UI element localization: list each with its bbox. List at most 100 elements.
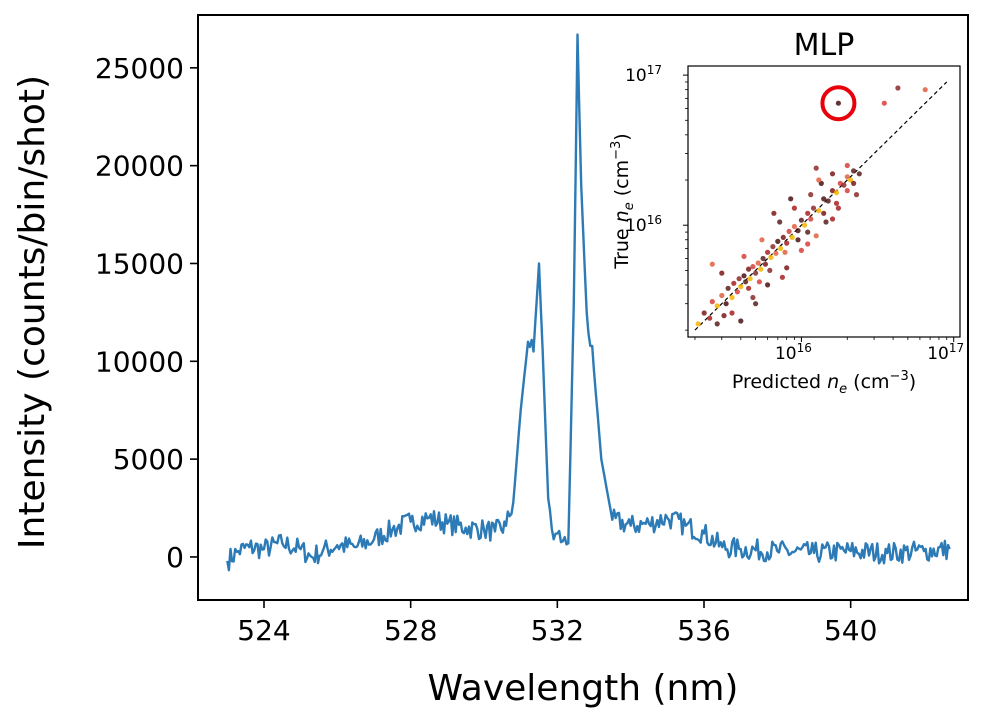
main-y-tick-label: 15000 (95, 247, 184, 280)
scatter-point (816, 208, 822, 214)
scatter-point (736, 276, 742, 282)
scatter-point (759, 237, 765, 243)
inset-y-label-unit: (cm (611, 160, 633, 202)
inset-x-label-unit-close: ) (909, 371, 916, 393)
scatter-point (734, 289, 741, 295)
scatter-point (746, 266, 752, 272)
scatter-point (714, 321, 720, 327)
scatter-point (851, 168, 857, 174)
inset-x-label-unit: (cm (847, 371, 889, 393)
scatter-point (821, 210, 827, 216)
scatter-point (729, 294, 735, 301)
scatter-point (844, 162, 850, 169)
inset-x-tick-label: 1017 (927, 341, 964, 364)
inset-x-label-n: n (827, 371, 839, 393)
scatter-point (695, 321, 701, 327)
scatter-point (719, 270, 725, 276)
scatter-point (788, 196, 794, 202)
main-x-tick-label: 540 (824, 614, 877, 647)
scatter-point (844, 188, 850, 194)
scatter-point (851, 180, 857, 186)
scatter-point (816, 177, 822, 183)
scatter-point (762, 261, 769, 267)
scatter-point (853, 192, 860, 198)
reference-line-y-equals-x (694, 81, 948, 331)
scatter-point (753, 270, 759, 276)
main-x-tick-label: 532 (531, 614, 584, 647)
scatter-point (770, 244, 776, 250)
inset-x-label-subscript: e (839, 382, 847, 397)
scatter-point (701, 310, 707, 316)
main-x-tick-label: 528 (384, 614, 437, 647)
scatter-point (791, 223, 798, 230)
scatter-point (805, 210, 811, 216)
scatter-point (795, 237, 801, 243)
scatter-point (756, 279, 763, 285)
scatter-point (750, 294, 756, 301)
inset-y-label-unit-close: ) (611, 133, 633, 140)
scatter-point (738, 318, 744, 324)
inset-y-tick-label: 1017 (625, 63, 662, 86)
scatter-point (721, 313, 727, 319)
scatter-point (760, 255, 766, 262)
inset-background (604, 30, 964, 405)
inset-x-label-exponent: −3 (890, 369, 909, 384)
scatter-point (829, 171, 836, 177)
main-plot-frame (197, 14, 969, 601)
scatter-point (765, 249, 771, 255)
scatter-point (823, 219, 829, 225)
scatter-point (847, 177, 854, 183)
scatter-point (821, 196, 827, 202)
scatter-point (723, 301, 729, 307)
scatter-point (786, 228, 792, 234)
inset-y-label-subscript: e (622, 202, 637, 210)
scatter-point (805, 229, 811, 235)
outlier-highlight-circle (820, 85, 857, 122)
scatter-point (784, 265, 790, 271)
inset-y-label-n: n (611, 210, 633, 222)
inset-title: MLP (794, 28, 855, 63)
main-y-ticks: 0 5000 10000 15000 20000 25000 (95, 52, 198, 574)
scatter-point (835, 205, 842, 211)
scatter-point (784, 240, 790, 246)
scatter-point (755, 260, 761, 266)
scatter-point (767, 267, 773, 273)
inset-x-label: Predicted ne (cm−3) (732, 369, 916, 397)
scatter-point (922, 87, 928, 93)
scatter-point (768, 254, 774, 260)
inset-x-label-prefix: Predicted (732, 371, 827, 393)
inset-x-tick-label: 1016 (775, 341, 812, 364)
scatter-point (719, 292, 725, 299)
scatter-point (825, 198, 831, 204)
main-y-tick-label: 0 (166, 541, 184, 574)
main-x-ticks: 524 528 532 536 540 (237, 600, 877, 647)
scatter-point (773, 250, 779, 256)
scatter-point (758, 266, 764, 272)
scatter-point (813, 165, 819, 171)
scatter-point (856, 171, 862, 177)
scatter-point (802, 222, 808, 228)
scatter-point (725, 285, 731, 291)
main-y-tick-label: 5000 (113, 443, 184, 476)
scatter-point (835, 100, 842, 106)
scatter-point (729, 310, 735, 316)
scatter-point (765, 282, 771, 288)
main-x-label: Wavelength (nm) (428, 668, 739, 709)
scatter-point (789, 234, 795, 240)
inset-y-label: True ne (cm−3) (609, 133, 637, 269)
scatter-point (844, 174, 850, 180)
main-chart: 524 528 532 536 540 0 5000 10000 15000 20000 2500… (12, 14, 969, 709)
main-y-tick-label: 20000 (95, 150, 184, 183)
scatter-point (779, 274, 786, 280)
scatter-point (747, 276, 753, 282)
main-y-tick-label: 10000 (95, 345, 184, 378)
scatter-point (709, 299, 715, 305)
inset-y-label-exponent: −3 (609, 141, 624, 160)
scatter-point (780, 234, 786, 240)
inset-y-label-prefix: True (611, 222, 633, 269)
main-y-label: Intensity (counts/bin/shot) (12, 75, 53, 549)
scatter-point (833, 190, 840, 196)
scatter-point (808, 192, 814, 198)
scatter-point (746, 285, 752, 291)
